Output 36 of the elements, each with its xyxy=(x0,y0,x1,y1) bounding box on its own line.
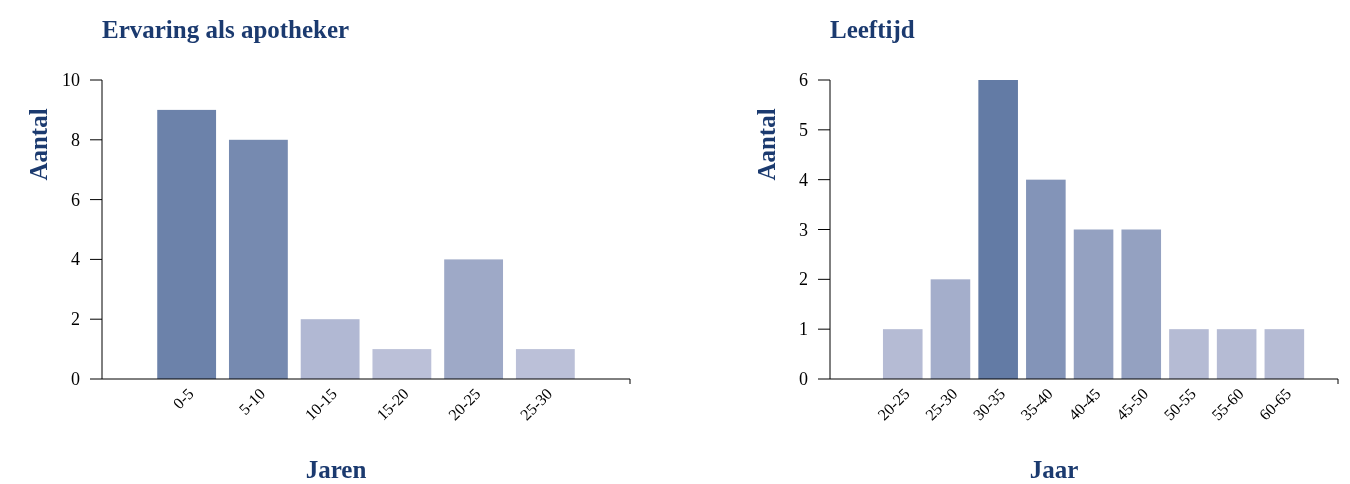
y-tick-label: 6 xyxy=(71,189,80,210)
bar xyxy=(300,319,360,379)
bar xyxy=(882,329,923,379)
y-tick-label: 3 xyxy=(799,219,808,240)
bar xyxy=(930,279,971,379)
chart-title: Leeftijd xyxy=(830,16,915,43)
y-tick-label: 10 xyxy=(62,70,80,90)
x-axis-title: Jaren xyxy=(305,456,367,483)
x-tick-label: 0-5 xyxy=(169,384,197,413)
bar xyxy=(1026,179,1066,379)
x-axis-title: Jaar xyxy=(1029,456,1079,483)
bar xyxy=(157,109,217,379)
y-tick-label: 1 xyxy=(799,319,808,340)
y-tick-label: 8 xyxy=(71,129,80,150)
bar xyxy=(1169,329,1209,379)
y-tick-label: 5 xyxy=(799,119,808,140)
y-tick-label: 4 xyxy=(71,249,80,270)
y-tick-label: 4 xyxy=(799,169,808,190)
bar xyxy=(444,259,504,379)
chart-title: Ervaring als apotheker xyxy=(102,16,350,43)
bar xyxy=(978,80,1018,379)
bar xyxy=(372,349,432,379)
x-tick-label: 5-10 xyxy=(235,384,269,418)
y-axis-title: Aantal xyxy=(752,108,780,181)
y-tick-label: 6 xyxy=(799,70,808,90)
bar xyxy=(515,349,575,379)
bar xyxy=(228,139,288,379)
y-tick-label: 2 xyxy=(799,269,808,290)
y-axis-title: Aantal xyxy=(24,108,52,181)
bar xyxy=(1073,229,1114,379)
bar xyxy=(1216,329,1257,379)
y-tick-label: 0 xyxy=(71,369,80,389)
y-tick-label: 0 xyxy=(799,369,808,389)
bar xyxy=(1121,229,1162,379)
bar xyxy=(1264,329,1305,379)
y-tick-label: 2 xyxy=(71,309,80,330)
